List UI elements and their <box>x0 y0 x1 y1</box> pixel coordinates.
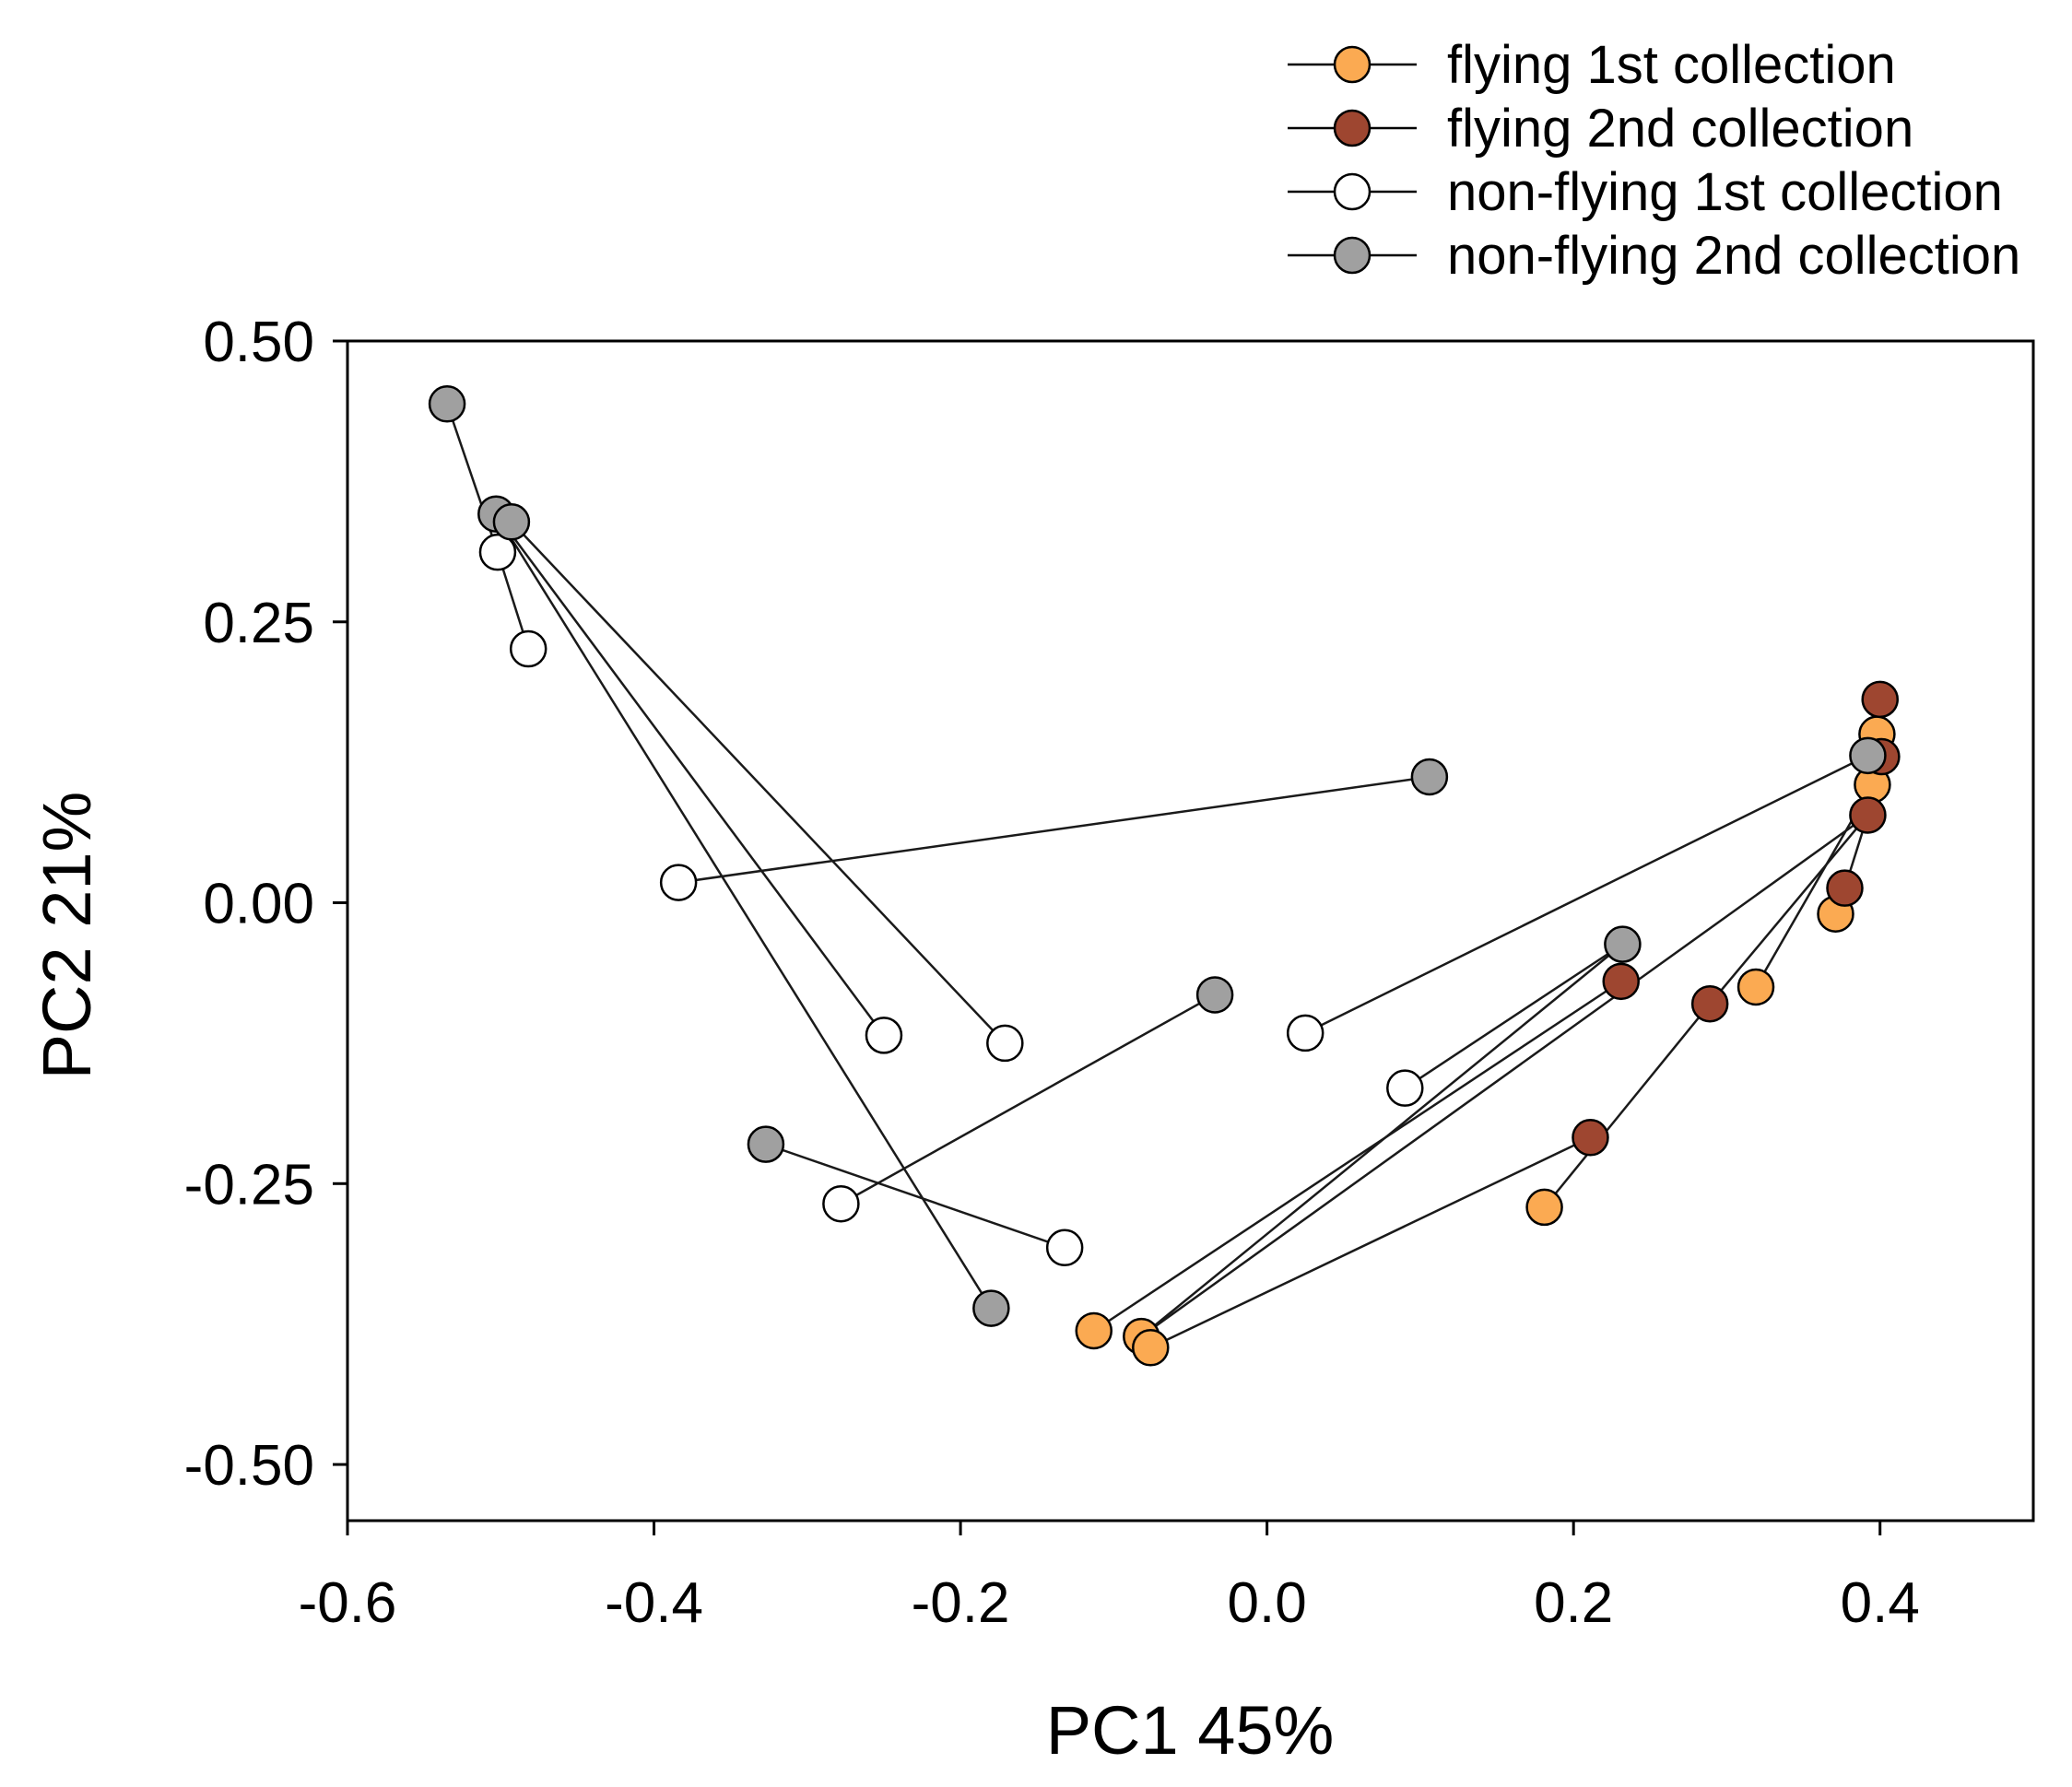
legend-label-flying-2nd-collection: flying 2nd collection <box>1447 99 1913 159</box>
connection-line <box>495 512 885 1037</box>
point-non-flying-2nd-collection <box>1195 976 1234 1014</box>
point-non-flying-1st-collection <box>986 1024 1024 1063</box>
point-non-flying-2nd-collection <box>428 385 466 423</box>
legend-marker-non-flying-2nd-collection <box>1333 236 1372 275</box>
connection-line <box>840 993 1216 1205</box>
connection-line <box>1140 943 1624 1338</box>
x-tick-label: 0.0 <box>1228 1571 1307 1635</box>
point-flying-1st-collection <box>1075 1311 1113 1350</box>
point-non-flying-1st-collection <box>1286 1014 1324 1052</box>
x-tick-label: 0.2 <box>1534 1571 1613 1635</box>
plot-area-frame <box>346 339 2035 1522</box>
point-flying-2nd-collection <box>1602 962 1640 1001</box>
point-non-flying-2nd-collection <box>1410 758 1449 796</box>
connection-line <box>1093 980 1622 1333</box>
point-non-flying-2nd-collection <box>1849 736 1887 775</box>
y-tick-label: -0.25 <box>184 1153 314 1217</box>
point-non-flying-1st-collection <box>659 864 698 901</box>
connection-line <box>1709 814 1869 1005</box>
x-tick-label: -0.4 <box>605 1571 703 1635</box>
point-flying-2nd-collection <box>1572 1119 1609 1157</box>
legend-label-non-flying-1st-collection: non-flying 1st collection <box>1447 162 2003 222</box>
y-tick-label: 0.00 <box>203 873 314 936</box>
legend-marker-flying-1st-collection <box>1333 45 1372 84</box>
point-non-flying-2nd-collection <box>972 1289 1010 1327</box>
connection-line <box>1149 1136 1592 1349</box>
point-non-flying-1st-collection <box>509 629 547 668</box>
point-flying-2nd-collection <box>1849 796 1887 834</box>
point-non-flying-2nd-collection <box>492 503 531 541</box>
legend-marker-non-flying-1st-collection <box>1333 172 1372 211</box>
point-flying-1st-collection <box>1132 1329 1170 1367</box>
point-non-flying-2nd-collection <box>1604 925 1642 963</box>
x-axis: -0.6 -0.4 -0.2 0.0 0.2 0.4 <box>299 1521 1920 1635</box>
point-non-flying-1st-collection <box>822 1184 860 1223</box>
connection-line <box>495 513 993 1310</box>
point-non-flying-2nd-collection <box>747 1125 785 1163</box>
y-axis-title: PC2 21% <box>29 792 105 1080</box>
point-flying-1st-collection <box>1525 1188 1563 1227</box>
connection-line <box>765 1143 1065 1249</box>
legend-label-flying-1st-collection: flying 1st collection <box>1447 35 1896 95</box>
point-flying-2nd-collection <box>1690 984 1729 1023</box>
point-non-flying-1st-collection <box>1045 1229 1084 1267</box>
connection-line <box>511 521 1007 1044</box>
data-points <box>428 385 1901 1367</box>
y-tick-label: 0.25 <box>203 592 314 655</box>
connection-line <box>1140 814 1869 1338</box>
x-tick-label: -0.6 <box>299 1571 397 1635</box>
y-axis: 0.50 0.25 0.00 -0.25 -0.50 <box>184 311 347 1498</box>
x-axis-title: PC1 45% <box>1046 1692 1335 1769</box>
connection-line <box>677 775 1430 884</box>
point-non-flying-1st-collection <box>478 533 517 571</box>
point-flying-1st-collection <box>1736 968 1775 1006</box>
x-tick-label: 0.4 <box>1841 1571 1920 1635</box>
y-tick-label: 0.50 <box>203 311 314 374</box>
point-non-flying-1st-collection <box>1386 1069 1424 1107</box>
legend-marker-flying-2nd-collection <box>1333 109 1372 147</box>
point-flying-2nd-collection <box>1861 680 1899 719</box>
connection-line <box>1543 1003 1712 1208</box>
y-tick-label: -0.50 <box>184 1434 314 1498</box>
connection-line <box>1304 754 1868 1035</box>
point-non-flying-1st-collection <box>865 1017 903 1054</box>
x-tick-label: -0.2 <box>912 1571 1010 1635</box>
connection-lines <box>445 403 1883 1349</box>
connection-line <box>1404 943 1624 1089</box>
point-flying-2nd-collection <box>1826 869 1864 907</box>
legend-label-non-flying-2nd-collection: non-flying 2nd collection <box>1447 226 2020 286</box>
